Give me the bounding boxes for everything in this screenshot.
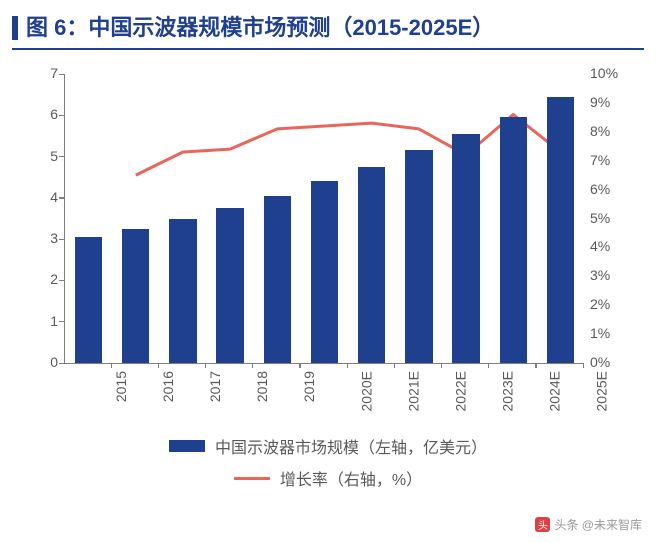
x-tick: [535, 363, 536, 368]
y-right-label: 0%: [590, 354, 636, 370]
y-left-label: 3: [22, 230, 58, 246]
x-label: 2015: [113, 371, 129, 402]
watermark-icon: 头: [535, 517, 550, 532]
chart-title: 图 6：中国示波器规模市场预测（2015-2025E）: [26, 10, 494, 42]
bar: [547, 97, 574, 363]
legend-line-row: 增长率（右轴，%）: [234, 466, 422, 490]
x-label: 2018: [254, 371, 270, 402]
legend-line-swatch: [234, 477, 270, 480]
x-tick: [347, 363, 348, 368]
watermark: 头 头条 @未来智库: [535, 516, 642, 533]
y-right-label: 1%: [590, 325, 636, 341]
y-right-label: 8%: [590, 123, 636, 139]
y-right-label: 3%: [590, 267, 636, 283]
y-left-tick: [59, 239, 64, 240]
x-label: 2023E: [500, 371, 516, 411]
bar: [358, 167, 385, 363]
bar: [405, 150, 432, 363]
bar: [216, 208, 243, 363]
y-left-label: 0: [22, 354, 58, 370]
y-right-label: 4%: [590, 238, 636, 254]
x-tick: [488, 363, 489, 368]
legend: 中国示波器市场规模（左轴，亿美元） 增长率（右轴，%）: [0, 434, 656, 490]
x-tick: [205, 363, 206, 368]
y-left-tick: [59, 197, 64, 198]
x-label: 2025E: [594, 371, 610, 411]
y-left-label: 6: [22, 106, 58, 122]
plot-area: [64, 74, 584, 364]
y-right-label: 6%: [590, 181, 636, 197]
x-label: 2024E: [547, 371, 563, 411]
x-tick: [394, 363, 395, 368]
x-label: 2022E: [452, 371, 468, 411]
y-left-label: 1: [22, 313, 58, 329]
y-left-label: 4: [22, 189, 58, 205]
title-main: 中国示波器规模市场预测（2015-2025E）: [88, 15, 494, 40]
title-underline: [12, 48, 644, 50]
y-right-label: 5%: [590, 210, 636, 226]
x-label: 2017: [207, 371, 223, 402]
bar: [169, 219, 196, 364]
y-left-label: 2: [22, 271, 58, 287]
x-label: 2016: [160, 371, 176, 402]
bar: [75, 237, 102, 363]
legend-line-label: 增长率（右轴，%）: [280, 466, 422, 490]
bar: [122, 229, 149, 363]
y-right-label: 9%: [590, 94, 636, 110]
x-tick: [299, 363, 300, 368]
y-left-tick: [59, 156, 64, 157]
bar: [311, 181, 338, 363]
x-tick: [111, 363, 112, 368]
x-label: 2021E: [405, 371, 421, 411]
x-label: 2020E: [358, 371, 374, 411]
title-marker: [12, 16, 18, 40]
legend-bar-row: 中国示波器市场规模（左轴，亿美元）: [169, 434, 487, 458]
legend-bar-swatch: [169, 440, 205, 452]
y-left-tick: [59, 115, 64, 116]
watermark-text: 头条 @未来智库: [554, 516, 642, 533]
y-left-label: 5: [22, 148, 58, 164]
y-left-tick: [59, 74, 64, 75]
chart-area: 0 1 2 3 4 5 6 7 0% 1% 2% 3% 4% 5% 6% 7% 8% 9% 10% 2015 2016 2…: [20, 64, 636, 424]
x-tick: [252, 363, 253, 368]
y-right-label: 10%: [590, 65, 636, 81]
y-right-label: 2%: [590, 296, 636, 312]
chart-title-bar: 图 6：中国示波器规模市场预测（2015-2025E）: [0, 0, 656, 48]
growth-line: [136, 115, 561, 176]
x-label: 2019: [301, 371, 317, 402]
legend-bar-label: 中国示波器市场规模（左轴，亿美元）: [215, 434, 487, 458]
bar: [264, 196, 291, 363]
x-tick: [158, 363, 159, 368]
y-left-label: 7: [22, 65, 58, 81]
bar: [500, 117, 527, 363]
title-prefix: 图 6：: [26, 15, 88, 40]
y-left-tick: [59, 321, 64, 322]
bar: [452, 134, 479, 363]
x-tick: [583, 363, 584, 368]
x-tick: [441, 363, 442, 368]
y-right-label: 7%: [590, 152, 636, 168]
y-left-tick: [59, 363, 64, 364]
y-left-tick: [59, 280, 64, 281]
